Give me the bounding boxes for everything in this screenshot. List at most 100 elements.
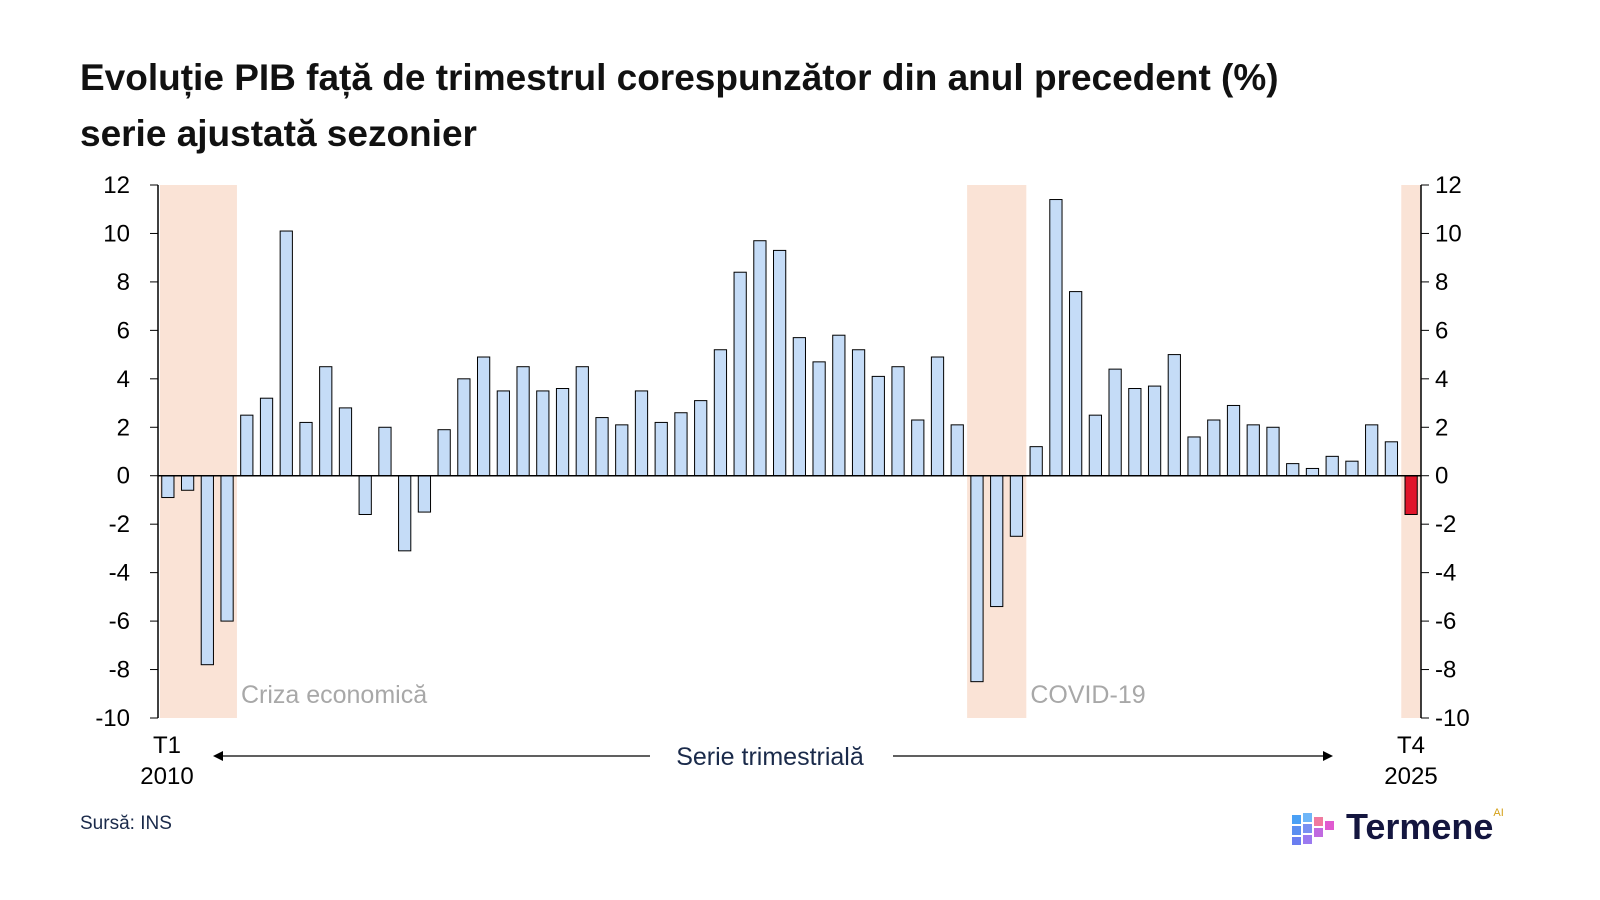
bar [1384,441,1399,477]
bar [970,475,984,683]
bar [575,366,589,477]
bar [1147,385,1162,477]
bar [220,475,234,622]
bar [634,390,649,477]
bar [930,356,945,477]
bar [674,412,688,477]
bar [713,349,728,477]
shaded-period-label: Criza economică [241,681,427,709]
bar [694,400,708,477]
logo-ai: AI [1493,807,1504,819]
x-start-quarter: T1 [153,732,181,759]
bar [1088,414,1103,477]
bar [792,337,806,477]
y-tick-label-left: 4 [117,366,130,393]
bar [1305,467,1320,477]
bar [358,475,372,515]
bar [654,421,668,477]
cube-logo-icon [1292,813,1334,845]
bar [398,475,412,552]
bar [1345,460,1359,477]
subtitle-line: serie ajustată sezonier [80,113,477,154]
y-tick-label-left: -4 [109,560,130,587]
bar [476,356,491,477]
bar [1108,368,1122,477]
bar [595,417,609,477]
bar [1365,424,1379,477]
bar [555,388,570,477]
bar [1029,446,1043,477]
y-tick-label-right: 8 [1435,269,1448,296]
y-tick-label-left: 12 [103,172,130,199]
y-tick-label-left: 10 [103,220,130,247]
shaded-period-label: COVID-19 [1030,681,1145,709]
bar [851,349,866,477]
bar [437,429,451,477]
y-tick-label-right: 10 [1435,220,1462,247]
y-tick-label-right: -8 [1435,657,1456,684]
bar [812,361,826,477]
bar [516,366,530,477]
y-tick-label-left: 8 [117,269,130,296]
x-end-quarter: T4 [1397,732,1425,759]
bar [1187,436,1201,477]
bar [911,419,925,477]
bar [1009,475,1024,537]
bar [1266,426,1280,477]
bar [536,390,550,477]
x-start-year: 2010 [140,763,193,790]
y-tick-label-right: -6 [1435,608,1456,635]
bar [161,475,175,499]
bar [1325,455,1339,477]
y-tick-label-right: 6 [1435,317,1448,344]
logo-text: Termene [1346,806,1494,847]
x-end-year: 2025 [1384,763,1437,790]
bar [1049,199,1063,477]
bar [457,378,471,477]
bar [200,475,214,666]
bar [1167,354,1181,477]
bar [891,366,905,477]
bar [871,375,885,477]
bar [240,414,254,477]
bar [496,390,510,477]
arrow-head-left [213,751,223,761]
bar [773,249,787,477]
x-axis-caption: Serie trimestrială [676,743,864,771]
bar [1069,291,1083,477]
bar [299,421,313,477]
title-line: Evoluție PIB față de trimestrul corespun… [80,57,1279,98]
y-tick-label-right: 4 [1435,366,1448,393]
bar [378,426,392,477]
shaded-period [160,185,237,718]
bar [950,424,964,477]
shaded-period [1401,185,1421,718]
y-tick-label-right: 0 [1435,463,1448,490]
y-tick-label-right: -10 [1435,705,1470,732]
bar [1404,475,1418,515]
y-tick-label-left: -2 [109,511,130,538]
chart-title: Evoluție PIB față de trimestrul corespun… [80,50,1279,162]
bar [615,424,629,477]
bar [1226,404,1241,477]
arrow-head-right [1323,751,1333,761]
bar [338,407,353,477]
y-tick-label-left: -10 [95,705,130,732]
source-note: Sursă: INS [80,813,172,834]
bar [319,366,333,477]
bar [1286,463,1300,477]
bar [279,230,293,477]
bar [1246,424,1260,477]
bar [417,475,432,513]
y-tick-label-right: -2 [1435,511,1456,538]
bar [259,397,274,477]
y-tick-label-left: 0 [117,463,130,490]
bar [180,475,195,491]
bar [733,271,747,477]
bar [1207,419,1221,477]
y-tick-label-right: 12 [1435,172,1462,199]
y-tick-label-left: 6 [117,317,130,344]
bar [990,475,1004,608]
y-tick-label-left: -6 [109,608,130,635]
